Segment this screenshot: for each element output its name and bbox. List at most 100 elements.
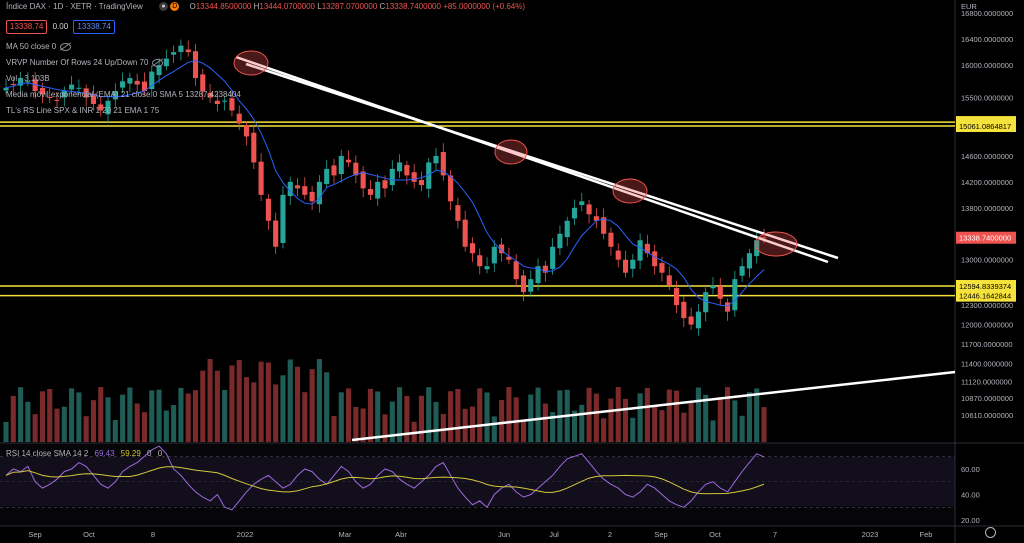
volume-bar <box>346 388 352 442</box>
buy-price[interactable]: 13338.74 <box>73 20 115 34</box>
time-tick-label: Jul <box>549 530 559 539</box>
candle-body <box>105 100 111 115</box>
moving-average-line <box>5 59 765 307</box>
candle-body <box>601 217 607 234</box>
volume-bar <box>324 372 330 442</box>
candle-body <box>622 259 629 273</box>
candle-body <box>25 81 31 83</box>
hidden-eye-icon[interactable] <box>60 42 72 51</box>
candle-body <box>69 84 75 90</box>
level-label-bg <box>956 120 1016 132</box>
rsi-ma-line <box>5 466 765 495</box>
candle-body <box>426 162 432 189</box>
settings-gear-icon[interactable] <box>985 527 996 538</box>
volume-bar <box>338 392 344 442</box>
indicator-volume[interactable]: Vol · 3.103B <box>6 74 50 83</box>
volume-bar <box>251 382 257 442</box>
candle-body <box>316 181 322 205</box>
volume-bar <box>622 398 629 442</box>
hidden-eye-icon[interactable] <box>152 58 164 67</box>
candle-body <box>47 97 53 99</box>
candle-body <box>586 204 592 215</box>
candle-body <box>375 181 381 199</box>
volume-bar <box>171 405 177 442</box>
time-tick-label: 2023 <box>862 530 879 539</box>
volume-bar <box>601 418 607 442</box>
volume-bar <box>178 387 184 442</box>
candle-body <box>287 181 293 197</box>
price-tick-label: 13800.0000000 <box>961 204 1013 213</box>
volume-bar <box>397 387 403 442</box>
volume-bar <box>681 412 687 442</box>
volume-bar <box>120 394 126 442</box>
price-tick-label: 10870.0000000 <box>961 394 1013 403</box>
candle-body <box>506 256 512 260</box>
candle-body <box>557 233 563 249</box>
candle-body <box>156 65 162 76</box>
candle-body <box>258 161 264 195</box>
volume-bar <box>426 387 432 442</box>
volume-bar <box>695 387 701 442</box>
price-tick-label: 15500.0000000 <box>961 94 1013 103</box>
sell-price[interactable]: 13338.74 <box>6 20 48 34</box>
price-tick-label: 12000.0000000 <box>961 321 1013 330</box>
touch-point-highlight <box>754 231 798 257</box>
price-tick-label: 16000.0000000 <box>961 61 1013 70</box>
volume-bar <box>615 387 621 442</box>
indicator-ema[interactable]: Media móvil exponencial (EMA) 21 close 0… <box>6 90 241 99</box>
candle-body <box>382 180 388 189</box>
candle-body <box>571 207 578 219</box>
candle-body <box>746 253 752 269</box>
candle-body <box>294 185 301 189</box>
volume-bar <box>448 391 454 442</box>
indicator-vrvp[interactable]: VRVP Number Of Rows 24 Up/Down 70 <box>6 57 164 68</box>
volume-bar <box>644 387 650 442</box>
volume-bar <box>309 369 315 442</box>
candle-body <box>477 255 483 267</box>
candle-body <box>346 159 352 163</box>
volume-bar <box>112 419 118 442</box>
indicator-rs-line[interactable]: TL's RS Line SPX & INR 1 20 21 EMA 1 75 <box>6 106 160 115</box>
volume-bar <box>214 370 220 442</box>
level-label: 12594.8339374 <box>959 282 1011 291</box>
candle-body <box>389 168 395 186</box>
candle-body <box>309 191 315 202</box>
symbol-title[interactable]: Índice DAX · 1D · XETR · TradingView <box>6 2 143 11</box>
candle-body <box>666 275 672 286</box>
candle-body <box>178 45 184 52</box>
indicator-ma50[interactable]: MA 50 close 0 <box>6 41 72 52</box>
candle-body <box>302 186 308 195</box>
volume-bar <box>61 406 67 442</box>
time-tick-label: Sep <box>654 530 667 539</box>
volume-bar <box>90 400 97 442</box>
price-tick-label: 13000.0000000 <box>961 256 1013 265</box>
candle-body <box>615 250 621 260</box>
candle-body <box>243 125 250 137</box>
volume-bar <box>18 387 24 442</box>
price-tick-label: 10610.0000000 <box>961 411 1013 420</box>
candle-body <box>484 266 490 270</box>
badge-d: D <box>170 2 180 12</box>
rsi-legend[interactable]: RSI 14 close SMA 14 2 69.43 59.29 0 0 <box>6 449 163 458</box>
volume-bar <box>163 410 169 442</box>
volume-bar <box>499 400 505 442</box>
candle-body <box>171 52 177 55</box>
candle-body <box>127 78 133 84</box>
ohlc-close: C13338.7400000 <box>379 2 441 11</box>
volume-bar <box>141 412 148 442</box>
candle-body <box>673 288 680 306</box>
volume-bar <box>673 390 680 442</box>
volume-bar <box>637 393 643 442</box>
time-tick-label: Abr <box>395 530 407 539</box>
volume-bar <box>236 359 242 442</box>
volume-bar <box>506 387 512 442</box>
volume-bar <box>294 366 301 442</box>
volume-bar <box>484 392 490 442</box>
volume-bar <box>316 359 322 442</box>
candle-body <box>338 155 344 175</box>
candle-body <box>491 246 497 264</box>
volume-bar <box>389 401 395 442</box>
volume-bar <box>258 361 264 442</box>
candle-body <box>448 175 454 202</box>
